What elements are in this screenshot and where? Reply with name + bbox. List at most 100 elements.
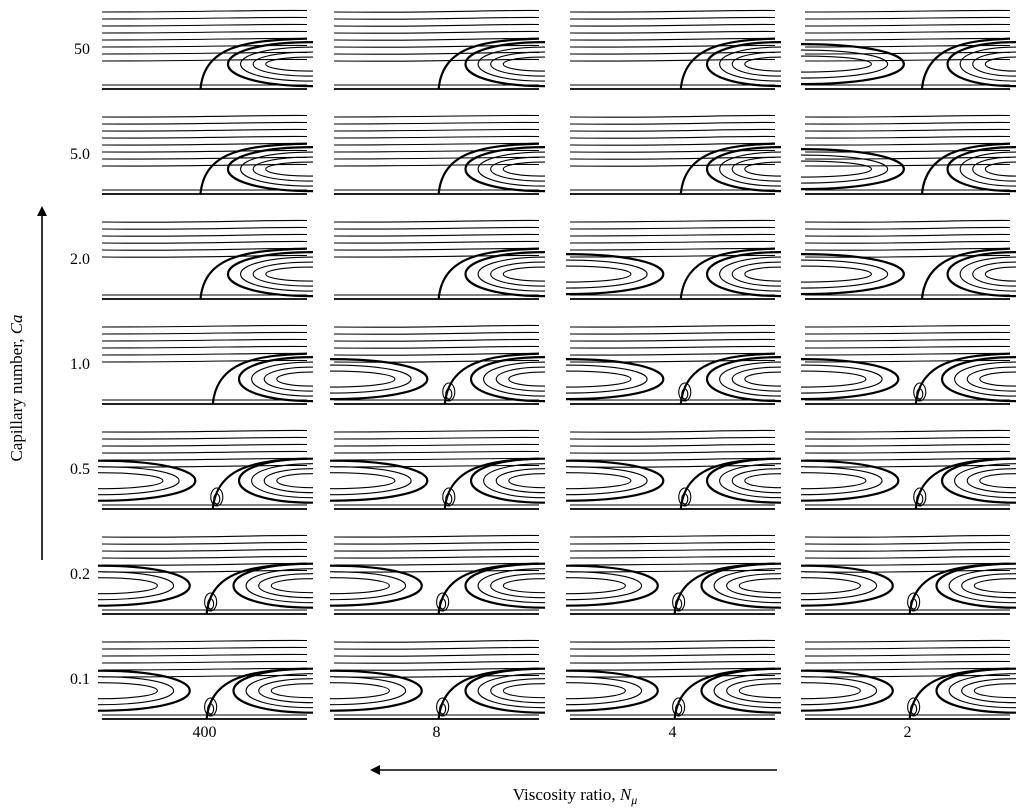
streamline bbox=[805, 136, 1010, 138]
viscosity-axis-label-text: Viscosity ratio, bbox=[513, 785, 620, 804]
eddy-contour bbox=[801, 56, 871, 72]
streamline bbox=[102, 234, 307, 236]
viscosity-axis-label-subscript: μ bbox=[630, 793, 637, 807]
streamline bbox=[102, 255, 307, 257]
eddy-contour bbox=[707, 42, 781, 86]
streamline-panel bbox=[570, 10, 781, 89]
streamline bbox=[334, 255, 539, 257]
streamline bbox=[805, 542, 1010, 544]
eddy-contour bbox=[948, 252, 1016, 296]
streamline-panel bbox=[801, 10, 1016, 89]
eddy-contour bbox=[496, 367, 545, 391]
eddy-contour bbox=[509, 474, 545, 488]
streamline-panel bbox=[98, 430, 313, 509]
eddy-contour bbox=[801, 473, 866, 489]
capillary-axis-label-symbol: Ca bbox=[7, 314, 26, 334]
streamline bbox=[334, 647, 539, 649]
eddy-contour bbox=[566, 467, 647, 495]
streamline-panel bbox=[102, 220, 313, 299]
streamline bbox=[334, 227, 539, 229]
streamline bbox=[570, 556, 775, 558]
streamline bbox=[570, 444, 775, 446]
eddy-contour bbox=[98, 677, 174, 705]
streamline bbox=[570, 24, 775, 26]
streamline bbox=[570, 332, 775, 334]
streamline bbox=[334, 346, 539, 348]
eddy-contour bbox=[962, 574, 1016, 598]
eddy-contour bbox=[465, 42, 545, 86]
streamline bbox=[805, 115, 1010, 117]
streamline bbox=[334, 122, 539, 124]
streamline bbox=[102, 640, 307, 642]
eddy-contour bbox=[566, 473, 631, 489]
eddy-contour bbox=[266, 267, 313, 281]
streamline bbox=[334, 17, 539, 19]
eddy-contour bbox=[566, 677, 642, 705]
streamline bbox=[570, 17, 775, 19]
eddy-contour bbox=[253, 262, 313, 286]
capillary-tick-label: 50 bbox=[74, 41, 90, 58]
streamline bbox=[570, 129, 775, 131]
streamline bbox=[805, 437, 1010, 439]
eddy-contour bbox=[732, 52, 781, 76]
panel-grid bbox=[98, 10, 1016, 719]
eddy-contour bbox=[801, 467, 882, 495]
streamline bbox=[570, 640, 775, 642]
streamline bbox=[334, 451, 539, 453]
eddy-contour bbox=[745, 372, 781, 386]
streamline bbox=[570, 52, 775, 54]
viscosity-tick-label: 400 bbox=[193, 724, 217, 741]
streamline bbox=[334, 325, 539, 327]
streamline bbox=[805, 52, 1010, 54]
streamline bbox=[805, 248, 1010, 250]
capillary-axis-label-text: Capillary number, bbox=[7, 334, 26, 461]
streamline-panel bbox=[566, 220, 781, 299]
capillary-tick-label: 0.1 bbox=[70, 671, 90, 688]
eddy-contour bbox=[465, 147, 545, 191]
eddy-contour bbox=[330, 677, 406, 705]
eddy-contour bbox=[271, 579, 313, 593]
eddy-contour bbox=[566, 683, 625, 699]
streamline bbox=[102, 437, 307, 439]
eddy-contour bbox=[801, 266, 871, 282]
streamline-panel bbox=[330, 640, 545, 719]
streamline bbox=[102, 115, 307, 117]
eddy-contour bbox=[98, 473, 163, 489]
eddy-contour bbox=[732, 469, 781, 493]
streamline-panel bbox=[801, 220, 1016, 299]
streamline bbox=[805, 122, 1010, 124]
eddy-contour bbox=[496, 469, 545, 493]
streamline-panel bbox=[566, 325, 781, 404]
streamline bbox=[570, 234, 775, 236]
eddy-contour bbox=[491, 52, 545, 76]
eddy-contour bbox=[253, 52, 313, 76]
streamline bbox=[570, 325, 775, 327]
eddy-contour bbox=[745, 267, 781, 281]
streamline-panel bbox=[566, 430, 781, 509]
eddy-contour bbox=[566, 572, 642, 600]
eddy-contour bbox=[566, 260, 647, 288]
eddy-contour bbox=[707, 357, 781, 401]
streamline bbox=[334, 31, 539, 33]
streamline bbox=[805, 640, 1010, 642]
streamline-panel bbox=[330, 430, 545, 509]
eddy-contour bbox=[801, 371, 866, 387]
eddy-contour bbox=[465, 252, 545, 296]
eddy-contour bbox=[566, 578, 625, 594]
eddy-contour bbox=[471, 357, 545, 401]
streamline bbox=[805, 17, 1010, 19]
streamline bbox=[570, 451, 775, 453]
streamline bbox=[805, 31, 1010, 33]
eddy-contour bbox=[330, 467, 411, 495]
eddy-contour bbox=[801, 683, 860, 699]
streamline bbox=[334, 45, 539, 47]
eddy-contour bbox=[707, 252, 781, 296]
eddy-contour bbox=[259, 679, 313, 703]
eddy-contour bbox=[491, 157, 545, 181]
eddy-contour bbox=[942, 357, 1016, 401]
streamline bbox=[102, 45, 307, 47]
eddy-contour bbox=[948, 147, 1016, 191]
eddy-contour bbox=[739, 684, 781, 698]
eddy-contour bbox=[509, 372, 545, 386]
streamline bbox=[102, 10, 307, 12]
